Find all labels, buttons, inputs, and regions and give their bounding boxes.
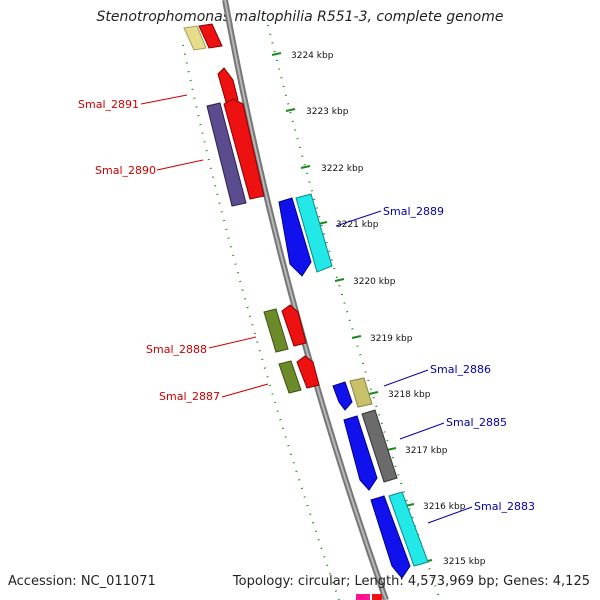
tick-label: 3222 kbp	[321, 164, 364, 174]
label-leaders	[140, 94, 473, 524]
gene-label: Smal_2889	[383, 205, 444, 218]
gene-feature-blue	[370, 495, 411, 579]
gene-feature-slateblue	[206, 102, 247, 207]
tick-label: 3216 kbp	[423, 502, 466, 512]
tick-label: 3221 kbp	[336, 220, 379, 230]
gene-feature-magenta	[356, 594, 370, 600]
topology-label: Topology: circular; Length: 4,573,969 bp…	[232, 574, 590, 589]
leader-line	[208, 336, 257, 349]
gene-feature-gray	[361, 409, 398, 483]
genome-backbone-highlight	[224, 0, 387, 600]
gene-feature-blue	[343, 415, 378, 491]
tick-mark	[285, 108, 296, 112]
tick-label: 3215 kbp	[443, 557, 486, 567]
gene-feature-red	[217, 67, 239, 103]
tick-label: 3217 kbp	[405, 446, 448, 456]
genome-backbone	[222, 0, 389, 600]
gene-feature-red	[223, 98, 265, 200]
accession-label: Accession: NC_011071	[8, 574, 156, 589]
scale-tick-labels: 3224 kbp 3223 kbp 3222 kbp 3221 kbp 3220…	[291, 51, 486, 567]
leader-line	[427, 506, 473, 524]
gene-feature-olive	[263, 308, 289, 353]
leader-line	[399, 422, 445, 440]
leader-line	[221, 383, 269, 398]
gene-feature-red	[198, 23, 223, 49]
tick-mark	[271, 52, 282, 56]
tick-mark	[351, 335, 362, 339]
tick-mark	[334, 278, 345, 282]
leader-line	[383, 369, 429, 387]
gene-features	[183, 23, 429, 600]
tick-mark	[386, 447, 397, 451]
gene-feature-red	[296, 355, 320, 389]
leader-line	[335, 210, 382, 227]
gene-feature-red	[372, 594, 382, 600]
gene-feature-cyan	[388, 491, 429, 567]
gene-feature-olive	[278, 360, 302, 394]
leader-line	[140, 94, 188, 105]
gene-label: Smal_2888	[146, 343, 207, 356]
map-title: Stenotrophomonas maltophilia R551-3, com…	[96, 9, 504, 25]
tick-mark	[368, 391, 379, 395]
tick-label: 3219 kbp	[370, 334, 413, 344]
tick-label: 3218 kbp	[388, 390, 431, 400]
gene-feature-blue	[278, 197, 312, 277]
gene-feature-khaki	[183, 25, 207, 51]
left-strand-guide	[182, 44, 340, 600]
gene-label: Smal_2885	[446, 416, 507, 429]
gene-label: Smal_2886	[430, 363, 491, 376]
tick-mark	[300, 165, 311, 169]
gene-feature-khaki	[349, 377, 373, 408]
gene-label: Smal_2887	[159, 390, 220, 403]
tick-label: 3223 kbp	[306, 107, 349, 117]
tick-label: 3220 kbp	[353, 277, 396, 287]
gene-labels: Smal_2891 Smal_2890 Smal_2889 Smal_2888 …	[78, 98, 535, 513]
leader-line	[156, 159, 204, 171]
gene-feature-cyan	[295, 193, 333, 273]
gene-label: Smal_2890	[95, 164, 156, 177]
gene-feature-red	[281, 304, 307, 347]
tick-label: 3224 kbp	[291, 51, 334, 61]
gene-label: Smal_2891	[78, 98, 139, 111]
gene-feature-blue	[332, 381, 353, 411]
gene-label: Smal_2883	[474, 500, 535, 513]
